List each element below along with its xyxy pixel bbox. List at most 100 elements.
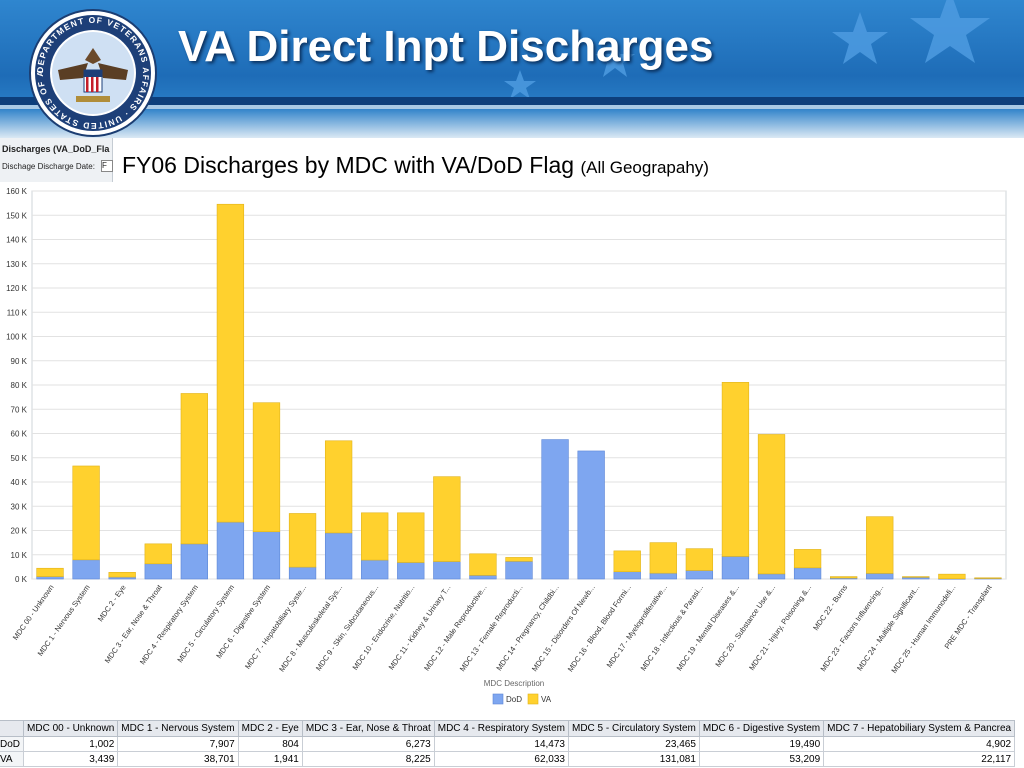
x-tick-label: MDC 10 - Endocrine, Nutritio... [350, 583, 416, 672]
bar-va [505, 557, 533, 562]
bar-va [938, 573, 966, 580]
bar-va [397, 512, 425, 563]
va-seal-logo: DEPARTMENT OF VETERANS AFFAIRS · UNITED … [28, 8, 157, 137]
x-axis-title: MDC Description [484, 679, 544, 688]
date-param-field[interactable]: F [101, 160, 113, 172]
x-tick-label: MDC 24 - Multiple Significant... [855, 583, 921, 672]
bar-dod [577, 450, 605, 580]
x-tick-label: MDC 23 - Factors Influencing... [818, 583, 885, 673]
bar-dod [505, 560, 533, 580]
table-cell: 6,273 [301, 736, 435, 752]
y-tick-label: 70 K [11, 405, 28, 414]
x-tick-label: MDC 18 - Infectious & Parasi... [639, 583, 705, 672]
bar-va [36, 567, 64, 577]
table-cell: 1,002 [23, 736, 119, 752]
bar-dod [361, 559, 389, 580]
legend-swatch-dod [492, 693, 504, 705]
bar-va [757, 434, 786, 575]
table-header: MDC 3 - Ear, Nose & Throat [301, 720, 435, 737]
data-table: MDC 00 - Unknown MDC 1 - Nervous System … [0, 720, 1016, 767]
bar-va [974, 577, 1002, 579]
bar-dod [216, 521, 245, 580]
slide-title: VA Direct Inpt Discharges [178, 22, 714, 71]
bar-va [252, 402, 281, 533]
x-tick-label: MDC 22 - Burns [811, 583, 849, 632]
bar-dod [180, 543, 208, 580]
table-cell: 22,117 [823, 751, 1016, 767]
x-tick-label: MDC 14 - Pregnancy, Childbi... [494, 583, 560, 672]
y-tick-label: 160 K [6, 187, 28, 196]
table-corner [0, 720, 25, 737]
x-tick-label: MDC 7 - Hepatobiliary Syste... [243, 583, 308, 671]
bar-va [433, 476, 461, 562]
table-cell: 4,902 [823, 736, 1016, 752]
y-tick-label: 60 K [11, 430, 28, 439]
bar-dod [144, 563, 172, 580]
bar-dod [649, 572, 677, 580]
y-tick-label: 10 K [11, 551, 28, 560]
bar-dod [433, 561, 461, 580]
star-icon [910, 0, 990, 63]
bar-va [685, 548, 714, 571]
bar-dod [541, 439, 569, 580]
report-name: Discharges (VA_DoD_Fla [2, 144, 110, 154]
bar-va [902, 576, 930, 578]
bar-va [469, 553, 497, 576]
slide-header: VA Direct Inpt Discharges [0, 0, 1024, 138]
table-cell: 131,081 [567, 751, 700, 767]
x-tick-label: MDC 8 - Musculoskeletal Sys... [277, 583, 344, 674]
chart-title-sub: (All Geograpahy) [580, 158, 709, 177]
star-field [504, 0, 990, 99]
y-tick-label: 20 K [11, 527, 28, 536]
header-stripe-light [0, 105, 1024, 109]
y-tick-label: 90 K [11, 357, 28, 366]
bar-dod [397, 562, 425, 580]
legend-label: DoD [506, 695, 522, 704]
report-panel: Discharges (VA_DoD_Fla Dischage Discharg… [0, 138, 113, 182]
stacked-bar-chart: 0 K 10 K 20 K 30 K 40 K 50 K 60 K 70 K 80 K 90 K 1… [6, 187, 1007, 705]
table-row: DoD 1,002 7,907 804 6,273 14,473 23,465 … [0, 736, 1016, 752]
bar-va [866, 516, 894, 574]
x-tick-label: MDC 20 - Substance Use &... [713, 583, 777, 669]
y-tick-label: 0 K [15, 575, 28, 584]
x-tick-label: MDC 12 - Male Reproductive... [422, 583, 488, 672]
table-cell: 8,225 [301, 751, 435, 767]
bar-va [108, 572, 136, 578]
y-tick-label: 50 K [11, 454, 28, 463]
table-header: MDC 00 - Unknown [23, 720, 119, 737]
bar-va [180, 393, 208, 545]
table-header: MDC 6 - Digestive System [698, 720, 825, 737]
table-cell: 7,907 [117, 736, 239, 752]
star-icon [832, 12, 888, 64]
y-tick-label: 110 K [7, 308, 28, 317]
bar-dod [36, 576, 64, 580]
bar-dod [252, 531, 281, 580]
table-header: MDC 2 - Eye [237, 720, 303, 737]
row-label: VA [0, 751, 25, 767]
x-tick-label: MDC 19 - Mental Diseases &... [675, 583, 741, 672]
bar-dod [72, 559, 100, 580]
bar-va [144, 543, 172, 565]
x-tick-label: MDC 9 - Skin, Subcutaneous... [314, 583, 380, 673]
chart-title-main: FY06 Discharges by MDC with VA/DoD Flag [122, 152, 575, 178]
y-tick-label: 150 K [6, 211, 28, 220]
table-cell: 3,439 [23, 751, 119, 767]
star-icon [504, 70, 536, 99]
y-tick-label: 40 K [11, 478, 28, 487]
bar-dod [757, 573, 786, 580]
table-cell: 1,941 [237, 751, 303, 767]
bar-dod [866, 573, 894, 580]
table-cell: 53,209 [698, 751, 825, 767]
bar-va [72, 465, 100, 561]
bar-dod [685, 570, 714, 580]
bar-va [216, 203, 245, 523]
star-icon [595, 40, 635, 77]
y-tick-label: 130 K [6, 260, 28, 269]
table-header: MDC 7 - Hepatobiliary System & Pancrea [823, 720, 1016, 737]
y-tick-label: 140 K [6, 236, 28, 245]
report-param-label: Dischage Discharge Date: [2, 162, 95, 171]
table-header: MDC 1 - Nervous System [117, 720, 239, 737]
table-cell: 804 [237, 736, 303, 752]
row-label: DoD [0, 736, 25, 752]
bar-dod [721, 556, 750, 580]
